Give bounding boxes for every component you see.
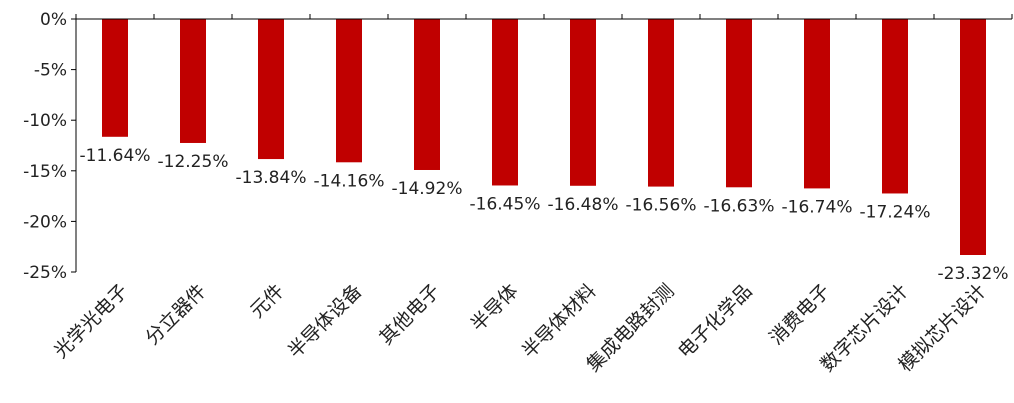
category-label: 半导体材料 [518,280,601,363]
data-label: -14.16% [314,171,385,191]
data-label: -16.74% [782,197,853,217]
data-label: -11.64% [80,146,151,166]
data-label: -16.56% [626,196,697,216]
y-tick-label: -25% [23,263,67,283]
data-label: -16.45% [470,194,541,214]
y-tick-label: -5% [34,61,67,81]
category-label: 半导体 [467,280,523,336]
data-label: -16.63% [704,196,775,216]
category-label: 消费电子 [765,280,834,349]
category-label: 其他电子 [375,280,444,349]
y-tick-label: -20% [23,212,67,232]
y-tick-label: 0% [40,10,67,30]
bar [648,19,674,187]
data-label: -16.48% [548,195,619,215]
y-tick-label: -15% [23,162,67,182]
bar [804,19,830,189]
bar [882,19,908,194]
bar [180,19,206,143]
data-label: -13.84% [236,168,307,188]
bars [102,19,986,255]
x-axis [75,14,1013,20]
category-label: 分立器件 [141,280,210,349]
bar [414,19,440,170]
y-tick-label: -10% [23,111,67,131]
bar [258,19,284,160]
bar [570,19,596,186]
data-label: -23.32% [938,264,1009,284]
bar [960,19,986,255]
bar [102,19,128,137]
category-label: 元件 [246,280,288,322]
data-label: -17.24% [860,202,931,222]
bar [726,19,752,188]
category-label: 半导体设备 [284,280,367,363]
data-label: -14.92% [392,179,463,199]
category-label: 电子化学品 [674,280,757,363]
bar [492,19,518,186]
category-labels: 光学光电子 分立器件 元件半导体设备 其他电子 半导体半导体材料集成电路封测电子化学品消… [50,280,991,376]
data-labels: -11.64% -12.25% -13.84% -14.16% -14.92% -16.4… [80,146,1009,284]
data-label: -12.25% [158,152,229,172]
y-axis: 0% -5% -10% -15% -20% -25% [23,10,77,283]
category-label: 光学光电子 [50,280,133,363]
bar [336,19,362,163]
